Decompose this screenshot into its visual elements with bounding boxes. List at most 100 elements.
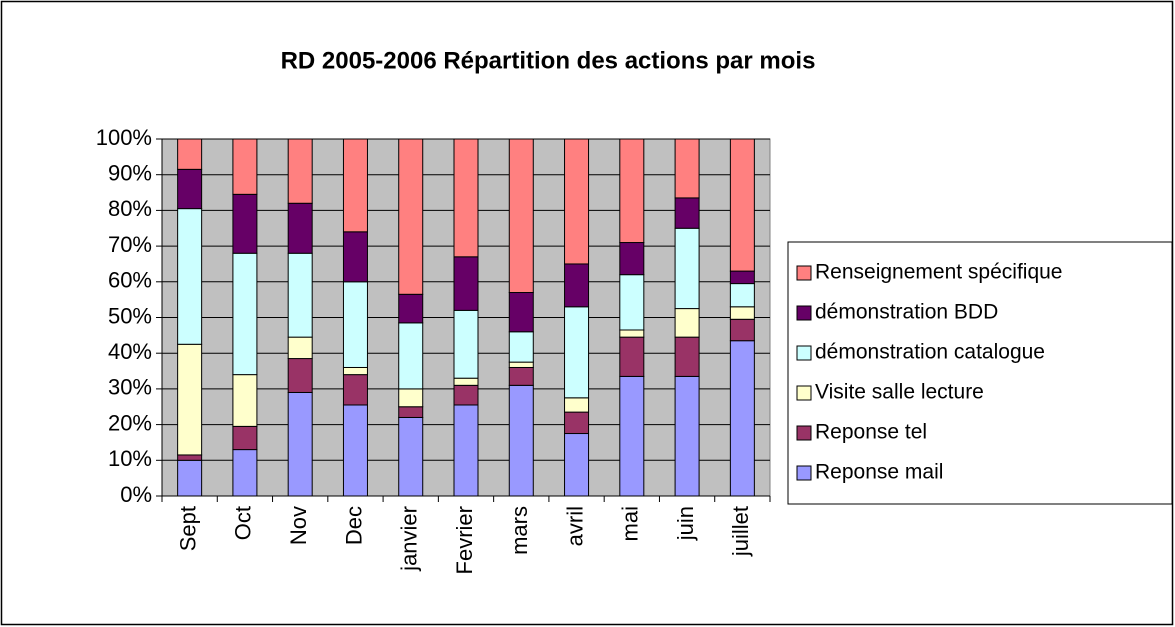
bar-segment [674, 375, 700, 497]
bar-segment [619, 242, 645, 276]
bar-segment [287, 336, 313, 360]
x-tick-label: Nov [286, 506, 311, 545]
bar-segment [287, 202, 313, 254]
bar-segment [177, 459, 203, 497]
legend-label: Renseignement spécifique [815, 261, 1063, 284]
bar-segment [398, 406, 424, 418]
bar-segment [729, 270, 755, 285]
bar-segment [729, 340, 755, 497]
x-tick-label: janvier [397, 506, 422, 572]
bar-segment [564, 411, 590, 435]
bar-segment [177, 138, 203, 170]
bar-segment [619, 336, 645, 377]
x-tick-label: Dec [341, 506, 366, 545]
legend-label: Reponse mail [815, 461, 943, 484]
bar-segment [674, 227, 700, 310]
legend-swatch [796, 385, 812, 401]
legend-swatch [796, 265, 812, 281]
bar-segment [508, 292, 534, 333]
bar-segment [398, 322, 424, 390]
bar-segment [177, 343, 203, 456]
bar-segment [453, 404, 479, 497]
bar-segment [342, 231, 368, 283]
bar-segment [453, 309, 479, 379]
bar-segment [398, 388, 424, 408]
x-tick-label: Fevrier [452, 506, 477, 574]
bar-segment [232, 449, 258, 497]
bar-segment [398, 293, 424, 324]
bar-segment [729, 306, 755, 320]
bar-segment [729, 138, 755, 272]
y-tick-label: 90% [108, 161, 152, 186]
bar-segment [232, 138, 258, 195]
bar-segment [342, 366, 368, 376]
bar-segment [177, 168, 203, 210]
x-tick-label: juillet [728, 506, 753, 557]
bar-segment [564, 433, 590, 497]
bar-segment [177, 208, 203, 345]
bar-segment [508, 331, 534, 363]
bar-segment [564, 306, 590, 399]
bar-segment [398, 138, 424, 295]
legend-label: Visite salle lecture [815, 381, 984, 404]
bar-segment [674, 138, 700, 199]
y-tick-label: 20% [108, 410, 152, 435]
bar-segment [619, 138, 645, 244]
bar-segment [287, 358, 313, 393]
bar-segment [564, 138, 590, 265]
bar-segment [232, 193, 258, 254]
x-tick-label: juin [673, 506, 698, 541]
bar-segment [508, 366, 534, 386]
x-tick-label: avril [562, 506, 587, 546]
legend-swatch [796, 305, 812, 321]
x-tick-label: mai [618, 506, 643, 541]
bar-segment [398, 416, 424, 497]
bar-segment [674, 336, 700, 377]
bar-segment [287, 252, 313, 338]
x-tick-label: mars [507, 506, 532, 555]
y-tick-label: 70% [108, 232, 152, 257]
bar-segment [232, 374, 258, 427]
bar-segment [508, 361, 534, 368]
y-tick-label: 100% [96, 125, 152, 150]
bar-segment [729, 318, 755, 342]
legend-label: démonstration BDD [815, 301, 998, 324]
bar-segment [508, 138, 534, 294]
bar-segment [729, 283, 755, 308]
y-tick-label: 10% [108, 446, 152, 471]
y-tick-label: 40% [108, 339, 152, 364]
bar-segment [453, 377, 479, 386]
legend-swatch [796, 425, 812, 441]
bar-segment [453, 138, 479, 258]
bar-segment [287, 391, 313, 497]
bar-segment [453, 256, 479, 311]
legend-label: Reponse tel [815, 421, 927, 444]
bar-segment [619, 274, 645, 331]
y-tick-label: 60% [108, 268, 152, 293]
bar-segment [232, 425, 258, 451]
y-tick-label: 50% [108, 303, 152, 328]
y-tick-label: 30% [108, 375, 152, 400]
bar-segment [342, 281, 368, 368]
bar-segment [619, 329, 645, 338]
bar-segment [619, 375, 645, 497]
y-tick-label: 0% [120, 482, 152, 507]
legend-label: démonstration catalogue [815, 341, 1045, 364]
legend-swatch [796, 345, 812, 361]
chart-title: RD 2005-2006 Répartition des actions par… [281, 47, 816, 74]
x-tick-label: Sept [175, 506, 200, 551]
bar-segment [674, 308, 700, 338]
bar-segment [564, 263, 590, 308]
legend-swatch [796, 465, 812, 481]
legend-box [787, 241, 1173, 505]
bar-segment [564, 397, 590, 413]
bar-segment [232, 252, 258, 376]
bar-segment [674, 197, 700, 229]
bar-segment [177, 454, 203, 461]
bar-segment [342, 404, 368, 497]
bar-segment [342, 138, 368, 233]
x-tick-label: Oct [231, 506, 256, 540]
bar-segment [342, 374, 368, 406]
